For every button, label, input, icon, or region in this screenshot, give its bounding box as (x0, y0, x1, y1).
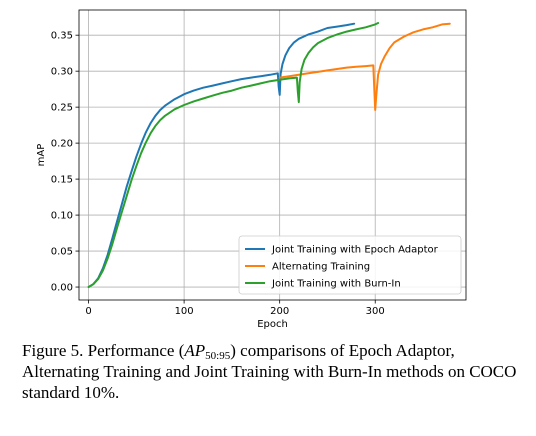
y-tick-label: 0.25 (51, 103, 73, 114)
legend-box (238, 235, 462, 295)
legend: Joint Training with Epoch Adaptor Alterna… (238, 235, 462, 295)
y-tick-label: 0.00 (51, 283, 73, 294)
y-tick-label: 0.30 (51, 67, 73, 78)
y-tick-label: 0.20 (51, 139, 73, 150)
map-epoch-chart: 0 100 200 300 0.00 0.05 0.10 0.15 0.20 0.25 0.30 0.… (36, 9, 467, 330)
caption-math-sub: 50:95 (205, 350, 231, 362)
y-tick-label: 0.10 (51, 211, 73, 222)
caption-prefix: Figure 5. Performance ( (22, 341, 185, 360)
figure-caption: Figure 5. Performance (AP50:95) comparis… (22, 340, 522, 403)
x-tick-label: 300 (366, 306, 385, 317)
plot-frame (78, 9, 467, 301)
y-axis-title: mAP (36, 144, 47, 167)
x-axis-title: Epoch (257, 319, 288, 330)
series-line-2 (278, 22, 451, 111)
axis-ticks: 0 100 200 300 0.00 0.05 0.10 0.15 0.20 0.25 0.30 0.… (51, 31, 385, 317)
y-tick-label: 0.35 (51, 31, 73, 42)
series-line-3 (87, 22, 380, 288)
series-lines (87, 22, 451, 288)
caption-math-base: AP (184, 341, 206, 360)
x-tick-label: 0 (85, 306, 91, 317)
y-tick-label: 0.05 (51, 247, 73, 258)
legend-label-2: Alternating Training (272, 262, 370, 273)
series-line-1 (87, 22, 356, 288)
legend-label-1: Joint Training with Epoch Adaptor (271, 245, 439, 256)
x-tick-label: 200 (270, 306, 289, 317)
x-tick-label: 100 (175, 306, 194, 317)
legend-label-3: Joint Training with Burn-In (271, 279, 401, 290)
caption-suffix: ) comparisons of Epoch Adaptor, Alternat… (22, 341, 517, 402)
y-tick-label: 0.15 (51, 175, 73, 186)
